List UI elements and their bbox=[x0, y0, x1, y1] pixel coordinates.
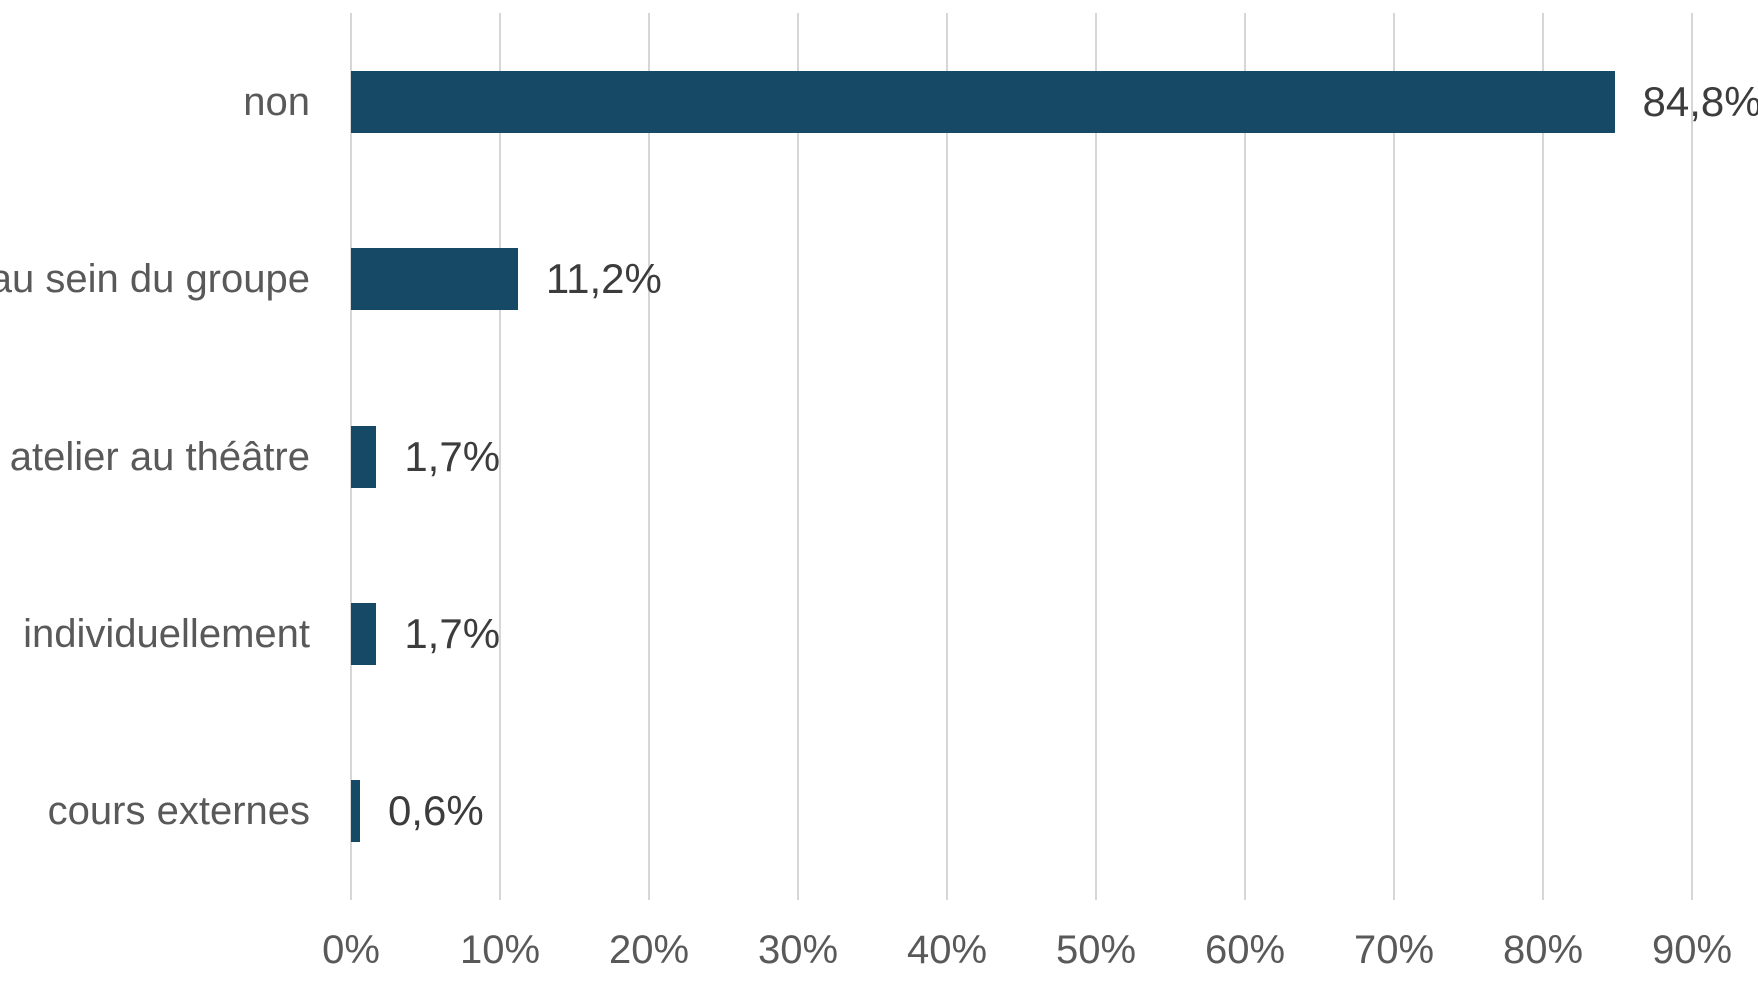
category-label: cours externes bbox=[47, 789, 310, 834]
gridline-70% bbox=[1393, 13, 1395, 900]
value-label: 84,8% bbox=[1642, 77, 1758, 125]
gridline-40% bbox=[946, 13, 948, 900]
bar-1 bbox=[351, 70, 1615, 133]
category-label: individuellement bbox=[23, 611, 310, 656]
x-tick-label: 0% bbox=[322, 928, 380, 972]
value-label: 1,7% bbox=[404, 432, 501, 480]
bar-2 bbox=[351, 248, 518, 311]
x-tick-label: 10% bbox=[459, 928, 541, 972]
gridline-30% bbox=[797, 13, 799, 900]
value-label: 11,2% bbox=[545, 255, 662, 303]
x-tick-label: 20% bbox=[608, 928, 690, 972]
gridline-50% bbox=[1095, 13, 1097, 900]
gridline-80% bbox=[1542, 13, 1544, 900]
category-label: atelier au théâtre bbox=[9, 434, 310, 479]
plot-area: non 84,8% au sein du groupe 11,2% atelier au… bbox=[0, 13, 1758, 900]
x-tick-label: 90% bbox=[1651, 928, 1733, 972]
bar-3 bbox=[351, 425, 377, 488]
x-tick-label: 30% bbox=[757, 928, 839, 972]
value-label: 1,7% bbox=[404, 609, 501, 657]
gridline-90% bbox=[1691, 13, 1693, 900]
x-tick-label: 80% bbox=[1502, 928, 1584, 972]
x-tick-label: 70% bbox=[1353, 928, 1435, 972]
gridline-20% bbox=[648, 13, 650, 900]
value-label: 0,6% bbox=[387, 787, 484, 835]
x-tick-label: 40% bbox=[906, 928, 988, 972]
bar-4 bbox=[351, 602, 377, 665]
gridline-60% bbox=[1244, 13, 1246, 900]
gridline-10% bbox=[499, 13, 501, 900]
bar-5 bbox=[351, 780, 360, 843]
category-label: non bbox=[243, 79, 310, 124]
x-tick-label: 60% bbox=[1204, 928, 1286, 972]
x-tick-label: 50% bbox=[1055, 928, 1137, 972]
category-label: au sein du groupe bbox=[0, 257, 310, 302]
